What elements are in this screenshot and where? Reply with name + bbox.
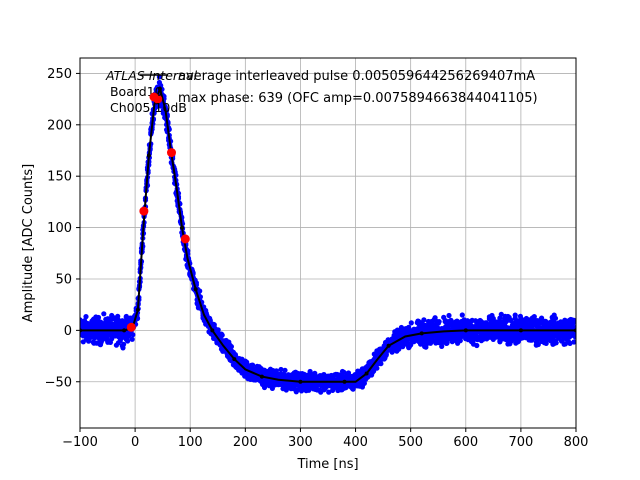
y-tick-label: 250 <box>47 67 72 82</box>
plot-frame <box>79 57 577 429</box>
average-pulse-marker <box>342 379 347 384</box>
x-tick-label: 600 <box>453 435 478 450</box>
legend-marker-icon <box>149 92 159 102</box>
x-tick-label: 400 <box>343 435 368 450</box>
y-tick-label: 100 <box>47 221 72 236</box>
scatter-point <box>219 332 225 338</box>
x-tick-label: 700 <box>508 435 533 450</box>
average-pulse-marker <box>364 371 369 376</box>
scatter-point <box>383 351 389 357</box>
scatter-point <box>197 288 203 294</box>
scatter-point <box>535 341 541 348</box>
legend: average interleaved pulse 0.005059644256… <box>140 69 538 106</box>
scatter-point <box>408 320 414 326</box>
scatter-layer <box>80 74 576 395</box>
scatter-point <box>83 314 89 320</box>
scatter-point <box>571 339 576 345</box>
scatter-point <box>444 340 450 346</box>
scatter-point <box>130 332 136 338</box>
scatter-point <box>374 365 380 371</box>
plot-area <box>80 58 576 428</box>
x-tick-label: 0 <box>131 435 139 450</box>
scatter-point <box>457 338 463 344</box>
average-pulse-marker <box>157 86 162 91</box>
average-pulse-marker <box>146 153 151 158</box>
scatter-point <box>459 312 465 318</box>
y-axis-label: Amplitude [ADC Counts] <box>21 164 36 322</box>
average-pulse-marker <box>463 328 468 333</box>
scatter-point <box>553 340 559 346</box>
scatter-point <box>572 319 576 325</box>
average-pulse-marker <box>135 307 140 312</box>
y-axis: −50 0 50 100 150 200 250 <box>45 67 80 390</box>
scatter-point <box>101 311 107 317</box>
scatter-point <box>498 311 504 317</box>
average-pulse-marker <box>419 331 424 336</box>
y-tick-label: 150 <box>47 170 72 185</box>
x-tick-label: 100 <box>178 435 203 450</box>
x-tick-label: 300 <box>288 435 313 450</box>
max-phase-point <box>180 234 190 244</box>
scatter-point <box>396 346 402 352</box>
legend-entry-1: average interleaved pulse 0.005059644256… <box>178 69 535 84</box>
scatter-point <box>345 370 352 376</box>
scatter-point <box>567 340 573 346</box>
scatter-point <box>552 315 559 321</box>
scatter-point <box>294 387 300 393</box>
average-pulse-marker <box>259 374 264 379</box>
x-tick-label: 500 <box>398 435 423 450</box>
scatter-point <box>273 368 279 374</box>
scatter-point <box>326 389 332 395</box>
x-tick-label: 200 <box>233 435 258 450</box>
x-axis: −100 0 100 200 300 400 500 600 700 800 <box>62 428 588 450</box>
scatter-point <box>446 312 452 319</box>
x-axis-label: Time [ns] <box>296 457 358 472</box>
scatter-point <box>228 344 234 350</box>
annotation-line-2: Board10 <box>106 84 163 99</box>
x-tick-label: 800 <box>564 435 589 450</box>
y-tick-label: 200 <box>47 118 72 133</box>
legend-entry-2: max phase: 639 (OFC amp=0.00758946638440… <box>178 91 538 106</box>
data-layer <box>80 74 576 395</box>
y-tick-label: 50 <box>55 272 72 287</box>
average-pulse-marker <box>180 225 184 230</box>
scatter-point <box>531 314 537 320</box>
max-phase-point <box>139 206 149 216</box>
scatter-point <box>421 317 427 323</box>
y-tick-label: 0 <box>64 324 72 339</box>
scatter-point <box>312 370 318 376</box>
annotation-line-3: Ch005 10dB <box>106 100 187 115</box>
scatter-point <box>121 341 127 347</box>
average-pulse-marker <box>122 328 127 333</box>
scatter-point <box>361 380 367 386</box>
scatter-point <box>95 314 102 321</box>
scatter-point <box>543 340 549 346</box>
scatter-point <box>125 338 131 344</box>
scatter-point <box>436 319 442 325</box>
scatter-point <box>406 324 412 330</box>
scatter-point <box>282 367 288 373</box>
average-pulse-marker <box>232 357 237 362</box>
average-pulse-marker <box>210 328 215 333</box>
scatter-point <box>269 385 275 391</box>
scatter-point <box>439 343 445 349</box>
max-phase-point <box>167 148 176 158</box>
scatter-point <box>215 327 221 333</box>
scatter-point <box>278 366 284 373</box>
scatter-point <box>572 334 576 340</box>
average-pulse-marker <box>386 343 391 348</box>
scatter-point <box>129 336 135 342</box>
max-phase-point <box>126 322 136 332</box>
x-tick-label: −100 <box>62 435 98 450</box>
scatter-point <box>378 361 384 367</box>
scatter-point <box>474 342 480 349</box>
average-pulse-marker <box>298 379 303 384</box>
average-pulse-marker <box>193 287 198 292</box>
average-pulse-marker <box>518 328 523 333</box>
y-tick-label: −50 <box>45 375 72 390</box>
